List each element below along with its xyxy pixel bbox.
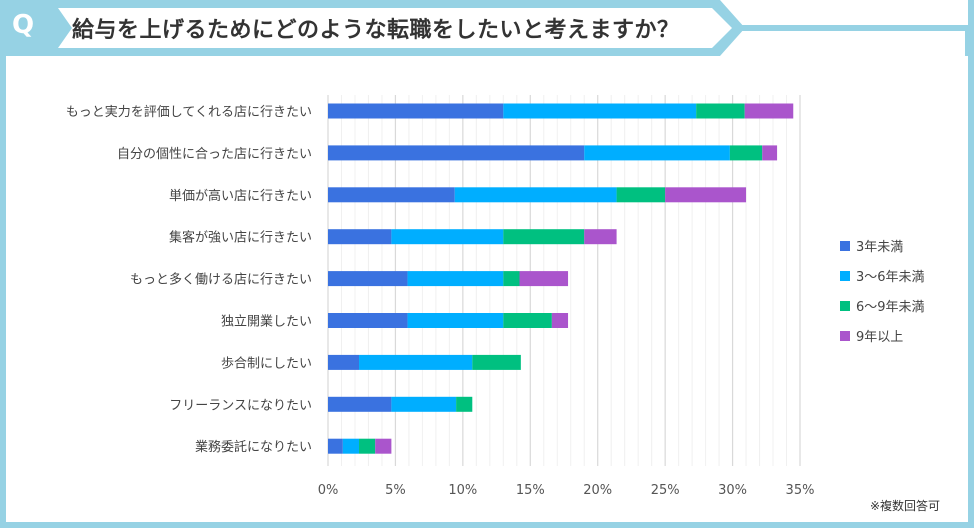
x-tick-label: 10% (448, 483, 477, 498)
legend-label: 3年未満 (856, 240, 903, 255)
bar-segment (519, 271, 569, 287)
category-label: 単価が高い店に行きたい (169, 188, 312, 204)
bar-segment (328, 271, 408, 287)
x-tick-label: 25% (651, 483, 680, 498)
bar-segment (359, 354, 473, 370)
bar-segment (665, 187, 747, 203)
x-tick-label: 30% (718, 483, 747, 498)
bar-segment (454, 187, 617, 203)
bar-segment (456, 396, 473, 412)
bar-segment (391, 396, 457, 412)
bar-segment (503, 313, 552, 328)
legend-label: 9年以上 (856, 330, 903, 345)
bar-segment (375, 438, 392, 454)
bar-segment (328, 187, 455, 203)
bar-segment (328, 354, 360, 370)
category-label: 自分の個性に合った店に行きたい (117, 147, 312, 162)
bar-segment (762, 145, 778, 161)
bar-segment (472, 354, 521, 370)
bar-segment (342, 438, 360, 454)
category-label: 業務委託になりたい (195, 439, 312, 455)
bar-segment (584, 229, 617, 245)
category-label: もっと実力を評価してくれる店に行きたい (66, 104, 312, 120)
x-tick-label: 15% (516, 483, 545, 498)
x-tick-label: 5% (385, 483, 406, 498)
category-label: 独立開業したい (221, 314, 312, 330)
multiple-answers-note: ※複数回答可 (869, 499, 940, 513)
bar-segment (551, 313, 569, 328)
bar-segment (328, 313, 408, 328)
bar-segment (503, 103, 697, 119)
q-mark: Q (12, 10, 35, 40)
bar-segment (616, 187, 666, 203)
bar-segment (696, 103, 745, 119)
legend-swatch (840, 331, 850, 341)
bar-segment (328, 145, 585, 161)
x-tick-label: 0% (318, 483, 339, 498)
bar-segment (328, 229, 392, 245)
legend-label: 3〜6年未満 (856, 270, 925, 285)
bar-segment (359, 438, 376, 454)
bar-segment (503, 229, 585, 245)
legend-label: 6〜9年未満 (856, 300, 925, 315)
bar-segment (503, 271, 520, 287)
category-label: フリーランスになりたい (169, 398, 312, 413)
x-tick-label: 20% (583, 483, 612, 498)
title-banner (0, 0, 971, 56)
category-label: もっと多く働ける店に行きたい (130, 272, 312, 288)
bar-segment (407, 271, 504, 287)
bar-segment (328, 396, 392, 412)
bar-segment (744, 103, 794, 119)
category-label: 歩合制にしたい (221, 356, 312, 371)
bar-segment (407, 313, 504, 328)
bar-segment (584, 145, 730, 161)
legend-swatch (840, 271, 850, 281)
legend-swatch (840, 241, 850, 251)
bar-segment (328, 438, 343, 454)
category-label: 集客が強い店に行きたい (169, 230, 312, 246)
x-tick-label: 35% (786, 483, 815, 498)
legend-swatch (840, 301, 850, 311)
bar-segment (391, 229, 504, 245)
bar-segment (729, 145, 763, 161)
page-title: 給与を上げるためにどのような転職をしたいと考えますか？ (72, 18, 680, 43)
bar-segment (328, 103, 504, 119)
